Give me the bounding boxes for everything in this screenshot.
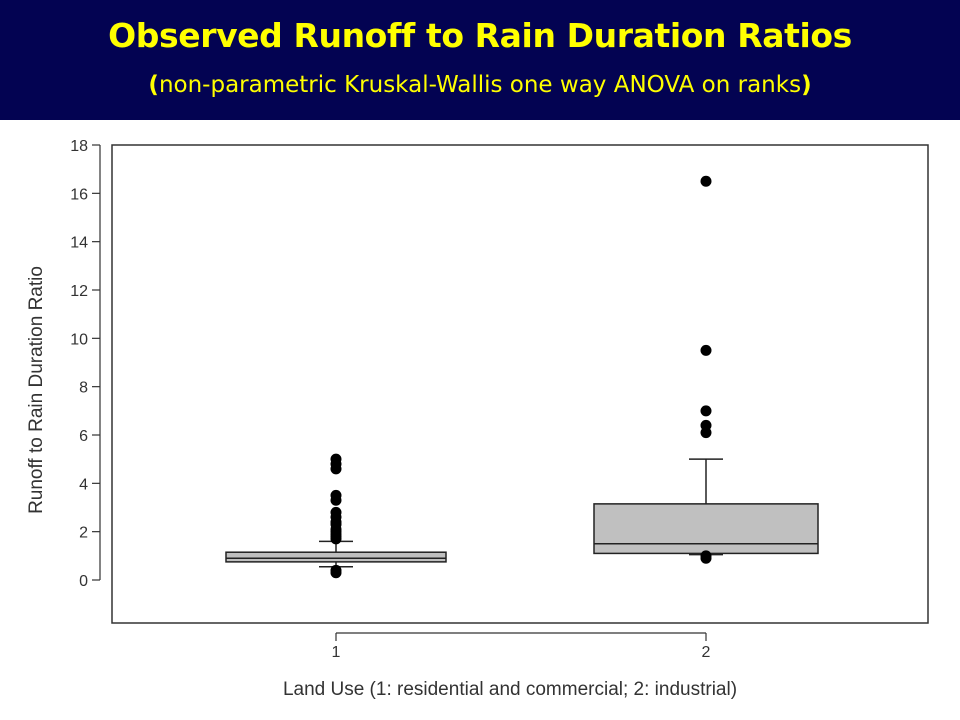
iqr-box — [225, 551, 447, 563]
y-tick-label: 18 — [70, 138, 88, 155]
outlier-point — [700, 175, 712, 187]
page-title: Observed Runoff to Rain Duration Ratios — [108, 16, 852, 55]
y-tick-label: 6 — [79, 428, 88, 445]
box-1 — [225, 453, 447, 579]
subtitle-open-paren: ( — [148, 72, 159, 98]
x-axis-title: Land Use (1: residential and commercial;… — [283, 679, 737, 700]
subtitle-text: non-parametric Kruskal-Wallis one way AN… — [158, 72, 802, 98]
box-2 — [593, 175, 819, 564]
subtitle-close-paren: ) — [801, 72, 812, 98]
outlier-point — [330, 564, 342, 576]
outlier-point — [700, 405, 712, 417]
title-banner: Observed Runoff to Rain Duration Ratios … — [0, 0, 960, 120]
y-axis: 0 2 4 6 8 10 12 14 16 18 — [70, 138, 101, 590]
y-tick-label: 2 — [79, 525, 88, 542]
y-tick-label: 14 — [70, 235, 88, 252]
y-tick-label: 16 — [70, 186, 88, 203]
outlier-point — [330, 453, 342, 465]
outlier-point — [700, 419, 712, 431]
iqr-box — [593, 503, 819, 555]
x-tick-label: 2 — [702, 644, 711, 661]
page-subtitle: (non-parametric Kruskal-Wallis one way A… — [0, 72, 960, 98]
y-axis-title: Runoff to Rain Duration Ratio — [26, 266, 47, 514]
y-tick-label: 0 — [79, 573, 88, 590]
y-tick-label: 12 — [70, 283, 88, 300]
y-tick-label: 8 — [79, 380, 88, 397]
y-tick-label: 4 — [79, 476, 88, 493]
plot-frame — [111, 144, 929, 624]
outlier-point — [330, 489, 342, 501]
outlier-point — [700, 344, 712, 356]
outlier-point — [330, 506, 342, 518]
box-group — [225, 175, 819, 579]
y-tick-label: 10 — [70, 331, 88, 348]
outlier-point — [700, 550, 712, 562]
x-tick-label: 1 — [332, 644, 341, 661]
